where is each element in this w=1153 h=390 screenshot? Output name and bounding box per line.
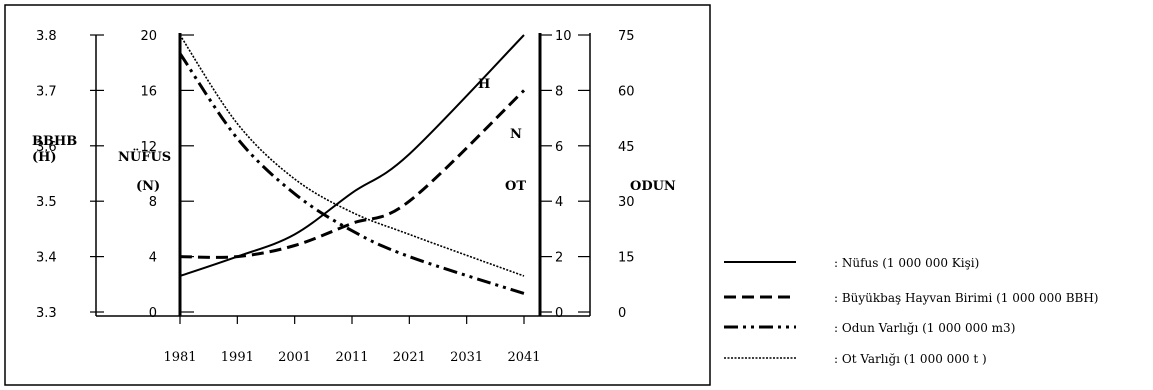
x-tick-label: 1991	[221, 350, 254, 365]
bbhb-tick-label: 3.3	[36, 306, 57, 321]
legend-label: : Ot Varlığı (1 000 000 t )	[834, 352, 987, 366]
bbhb-tick-label: 3.5	[36, 195, 57, 210]
bbhb-label-h: (H)	[32, 150, 57, 165]
legend-label: : Nüfus (1 000 000 Kişi)	[834, 256, 979, 270]
bbhb-tick-label: 3.4	[36, 251, 57, 266]
odun-tick-label: 45	[618, 140, 635, 155]
ot-marker-n: N	[510, 127, 522, 142]
ot-tick-label: 6	[555, 140, 563, 155]
x-tick-label: 2041	[507, 350, 540, 365]
odun-tick-label: 30	[618, 195, 635, 210]
nufus-tick-label: 12	[140, 140, 157, 155]
bbhb-label: BBHB	[32, 134, 77, 149]
ot-tick-label: 4	[555, 195, 563, 210]
x-tick-label: 2011	[335, 350, 368, 365]
bbhb-tick-label: 3.6	[36, 140, 57, 155]
series-line-dashdot	[178, 52, 525, 295]
odun-tick-label: 75	[618, 29, 635, 44]
ot-tick-label: 10	[555, 29, 572, 44]
series-layer	[178, 34, 526, 295]
series-line-dotted	[179, 34, 525, 277]
odun-tick-label: 60	[618, 84, 635, 99]
odun-tick-label: 15	[618, 251, 635, 266]
nufus-tick-label: 0	[149, 306, 157, 321]
nufus-tick-label: 20	[140, 29, 157, 44]
ot-marker-h: H	[478, 77, 490, 92]
bbhb-tick-label: 3.8	[36, 29, 57, 44]
odun-tick-label: 0	[618, 306, 626, 321]
nufus-label-n: (N)	[136, 179, 160, 194]
nufus-tick-label: 8	[149, 195, 157, 210]
legend-label: : Odun Varlığı (1 000 000 m3)	[834, 321, 1015, 335]
legend: : Nüfus (1 000 000 Kişi) : Büyükbaş Hayva…	[724, 256, 1098, 366]
x-tick-label: 2031	[450, 350, 483, 365]
ticks-layer: 3.83.73.63.53.43.32016128401086420756045…	[36, 29, 635, 365]
series-line-solid	[179, 34, 525, 277]
x-tick-label: 1981	[163, 350, 196, 365]
nufus-label: NÜFUS	[118, 148, 171, 165]
ot-tick-label: 8	[555, 84, 563, 99]
series-line-dashed	[179, 89, 526, 259]
chart-border	[4, 4, 711, 386]
odun-label: ODUN	[630, 179, 676, 194]
ot-label: OT	[505, 179, 526, 194]
bbhb-tick-label: 3.7	[36, 84, 57, 99]
ot-tick-label: 0	[555, 306, 563, 321]
legend-label: : Büyükbaş Hayvan Birimi (1 000 000 BBH)	[834, 291, 1098, 305]
nufus-tick-label: 16	[140, 84, 157, 99]
ot-tick-label: 2	[555, 251, 563, 266]
x-tick-label: 2001	[278, 350, 311, 365]
nufus-tick-label: 4	[149, 251, 157, 266]
x-tick-label: 2021	[393, 350, 426, 365]
